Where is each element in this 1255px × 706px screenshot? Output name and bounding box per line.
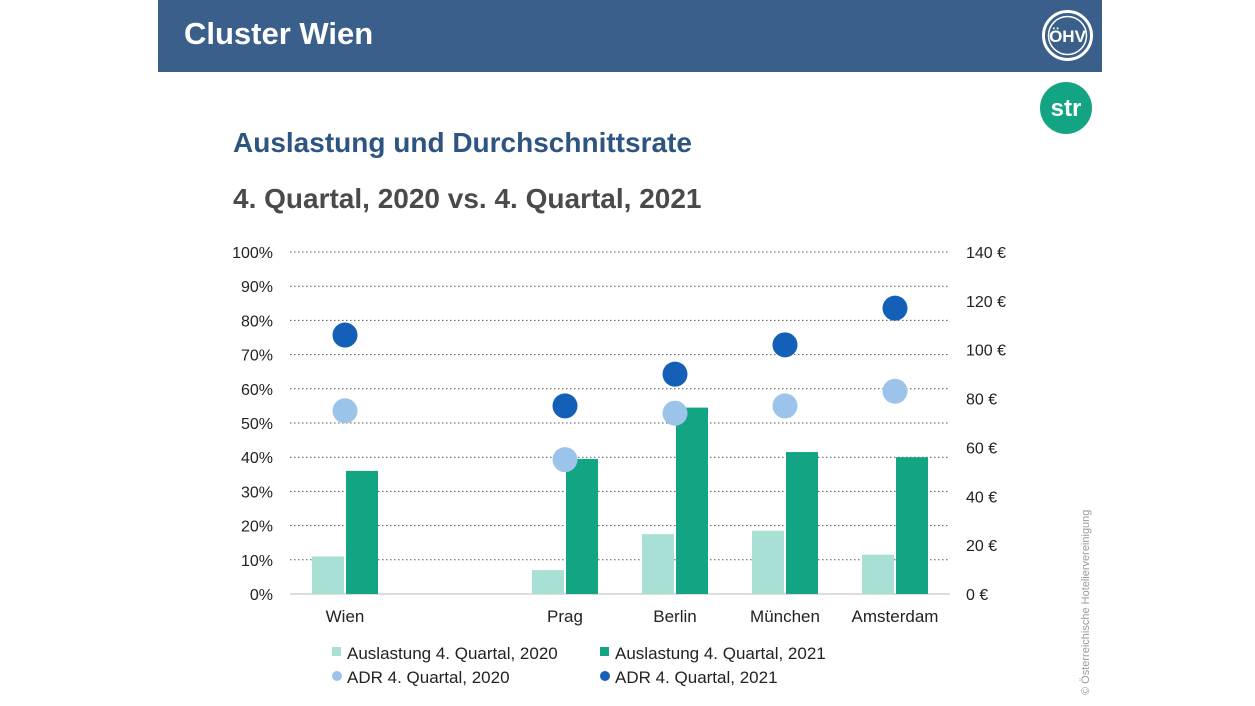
bar [862,554,894,594]
bar [752,530,784,594]
legend-swatch [332,647,341,656]
y-left-tick-label: 60% [241,382,273,399]
data-point [332,322,358,348]
y-right-tick-label: 100 € [966,343,1006,360]
str-logo-icon: str [1040,82,1092,134]
legend-swatch [332,671,342,681]
y-left-tick-label: 40% [241,450,273,467]
bar [896,457,928,594]
bar [346,470,378,594]
data-point [882,295,908,321]
legend-label: ADR 4. Quartal, 2020 [347,668,510,687]
bar [532,570,564,594]
legend-swatch [600,671,610,681]
chart-title: Auslastung und Durchschnittsrate [233,127,692,158]
header-title: Cluster Wien [184,16,374,51]
data-point [552,447,578,473]
chart-subtitle: 4. Quartal, 2020 vs. 4. Quartal, 2021 [233,183,702,214]
svg-text:str: str [1051,95,1082,122]
data-point [552,393,578,419]
x-tick-label: Prag [547,607,583,626]
legend-label: Auslastung 4. Quartal, 2021 [615,644,826,663]
y-right-tick-label: 120 € [966,294,1006,311]
bar [676,407,708,594]
y-right-tick-label: 80 € [966,392,997,409]
legend-swatch [600,647,609,656]
y-left-tick-label: 50% [241,416,273,433]
bar [786,452,818,594]
header-bar: Cluster Wien ÖHV [158,0,1102,72]
bar [566,458,598,594]
x-tick-label: Wien [326,607,365,626]
y-left-tick-label: 20% [241,519,273,536]
y-right-tick-label: 140 € [966,245,1006,262]
y-right-tick-label: 20 € [966,538,997,555]
bar [312,556,344,594]
x-tick-label: Amsterdam [852,607,939,626]
y-left-tick-label: 10% [241,553,273,570]
y-right-tick-label: 0 € [966,587,988,604]
data-point [662,400,688,426]
legend-label: Auslastung 4. Quartal, 2020 [347,644,558,663]
data-point [332,398,358,424]
y-right-tick-label: 40 € [966,489,997,506]
y-left-tick-label: 100% [232,245,273,262]
bar [642,534,674,594]
svg-text:ÖHV: ÖHV [1049,27,1087,46]
y-right-tick-label: 60 € [966,440,997,457]
y-left-tick-label: 80% [241,313,273,330]
x-tick-label: Berlin [653,607,696,626]
legend-label: ADR 4. Quartal, 2021 [615,668,778,687]
y-left-tick-label: 30% [241,484,273,501]
data-point [772,332,798,358]
y-left-tick-label: 70% [241,348,273,365]
data-point [882,378,908,404]
copyright-note: © Österreichische Hoteliervereinigung [1080,509,1092,695]
y-left-tick-label: 90% [241,279,273,296]
data-point [772,393,798,419]
x-tick-label: München [750,607,820,626]
oehv-logo-icon: ÖHV [1042,10,1093,61]
y-left-tick-label: 0% [250,587,273,604]
data-point [662,361,688,387]
